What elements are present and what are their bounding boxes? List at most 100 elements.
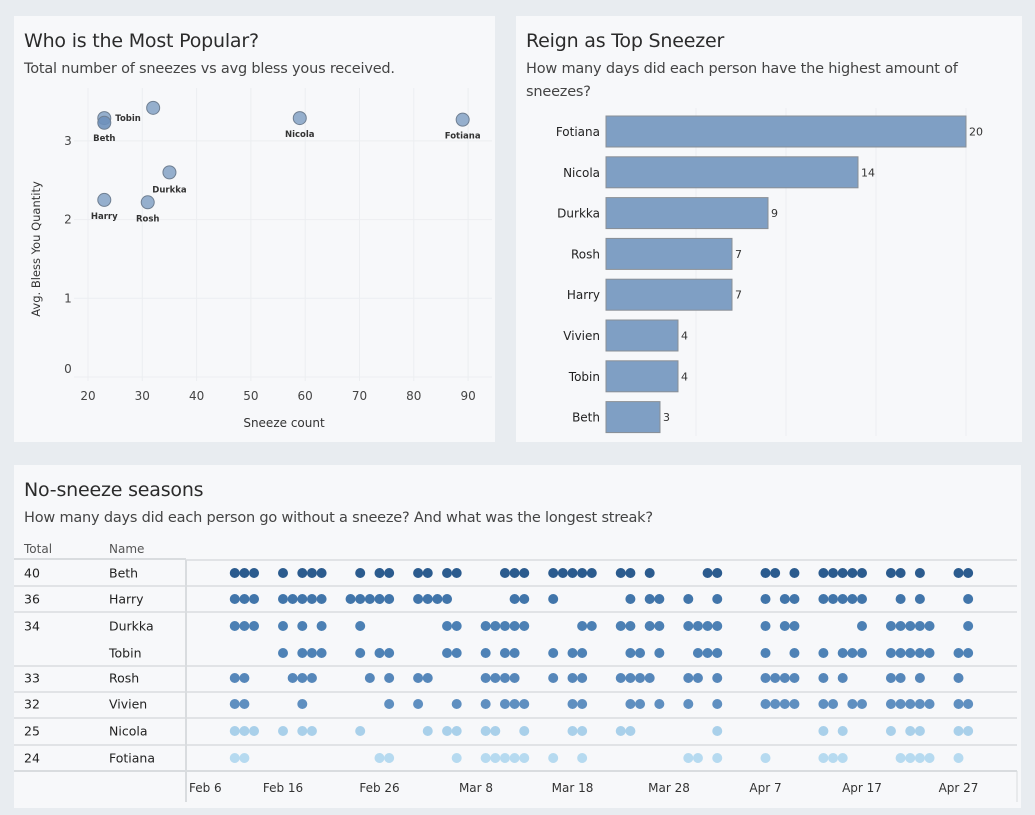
scatter-point-harry	[97, 192, 112, 207]
no-sneeze-dot-rosh	[837, 673, 848, 683]
no-sneeze-dot-fotiana	[480, 753, 491, 763]
no-sneeze-dot-fotiana	[828, 753, 839, 763]
no-sneeze-dot-fotiana	[490, 753, 501, 763]
no-sneeze-dot-rosh	[779, 673, 790, 683]
no-sneeze-dot-rosh	[499, 673, 510, 683]
no-sneeze-dot-durkka	[963, 621, 974, 631]
no-sneeze-dot-nicola	[490, 726, 501, 736]
no-sneeze-dot-nicola	[239, 726, 250, 736]
no-sneeze-dot-beth	[422, 568, 433, 578]
no-sneeze-dot-nicola	[837, 726, 848, 736]
no-sneeze-dot-durkka	[914, 621, 925, 631]
bar-fotiana	[605, 115, 967, 148]
no-sneeze-dot-beth	[519, 568, 530, 578]
no-sneeze-dot-tobin	[577, 648, 588, 658]
row-name: Harry	[109, 592, 144, 607]
bar-category-label: Harry	[567, 288, 600, 302]
no-sneeze-dot-harry	[229, 594, 240, 604]
no-sneeze-dot-beth	[451, 568, 462, 578]
no-sneeze-dot-harry	[374, 594, 385, 604]
scatter-point-nicola	[292, 111, 307, 126]
row-total: 40	[24, 566, 40, 581]
no-sneeze-dot-harry	[442, 594, 453, 604]
no-sneeze-dot-tobin	[509, 648, 520, 658]
scatter-point-fotiana	[455, 112, 470, 127]
no-sneeze-dot-harry	[509, 594, 520, 604]
no-sneeze-dot-fotiana	[519, 753, 530, 763]
no-sneeze-dot-fotiana	[548, 753, 559, 763]
no-sneeze-dot-beth	[413, 568, 424, 578]
no-sneeze-dot-durkka	[644, 621, 655, 631]
no-sneeze-dot-vivien	[625, 699, 636, 709]
no-sneeze-dot-vivien	[779, 699, 790, 709]
bar-harry	[605, 278, 733, 311]
x-axis-label: Sneeze count	[243, 416, 325, 430]
no-sneeze-dot-harry	[384, 594, 395, 604]
no-sneeze-dot-tobin	[702, 648, 713, 658]
no-sneeze-dot-beth	[278, 568, 288, 578]
no-sneeze-dot-harry	[287, 594, 298, 604]
no-sneeze-dot-nicola	[480, 726, 491, 736]
no-sneeze-dot-durkka	[924, 621, 935, 631]
no-sneeze-dot-beth	[828, 568, 839, 578]
no-sneeze-dot-nicola	[249, 726, 260, 736]
no-sneeze-dot-rosh	[567, 673, 578, 683]
bar-value-label: 14	[861, 166, 875, 179]
no-sneeze-dot-harry	[683, 594, 694, 604]
x-tick-label: 80	[406, 389, 421, 403]
no-sneeze-dot-durkka	[316, 621, 327, 631]
no-sneeze-dot-beth	[644, 568, 655, 578]
no-sneeze-dot-beth	[712, 568, 723, 578]
no-sneeze-dot-beth	[577, 568, 588, 578]
row-name: Vivien	[109, 697, 147, 712]
no-sneeze-dot-harry	[519, 594, 530, 604]
x-tick-label: Feb 6	[189, 781, 222, 795]
no-sneeze-dot-beth	[914, 568, 925, 578]
x-tick-label: Mar 28	[648, 781, 690, 795]
no-sneeze-dot-durkka	[249, 621, 260, 631]
row-total: 32	[24, 697, 40, 712]
no-sneeze-dot-fotiana	[818, 753, 829, 763]
bar-panel: Reign as Top Sneezer How many days did e…	[516, 16, 1022, 442]
scatter-point-rosh	[140, 195, 155, 210]
no-sneeze-dot-nicola	[953, 726, 964, 736]
bar-rosh	[605, 237, 733, 270]
no-sneeze-dot-vivien	[895, 699, 906, 709]
no-sneeze-dot-harry	[644, 594, 655, 604]
no-sneeze-dot-durkka	[355, 621, 366, 631]
no-sneeze-dot-beth	[885, 568, 896, 578]
scatter-point-label: Durkka	[152, 185, 187, 195]
no-sneeze-dot-beth	[837, 568, 848, 578]
strip-panel: No-sneeze seasons How many days did each…	[14, 465, 1021, 808]
no-sneeze-dot-harry	[306, 594, 317, 604]
bar-category-label: Nicola	[563, 166, 600, 180]
y-tick-label: 3	[64, 134, 72, 148]
no-sneeze-dot-vivien	[789, 699, 800, 709]
no-sneeze-dot-rosh	[413, 673, 424, 683]
no-sneeze-dot-fotiana	[239, 753, 250, 763]
no-sneeze-dot-nicola	[885, 726, 896, 736]
no-sneeze-dot-tobin	[895, 648, 906, 658]
no-sneeze-dot-beth	[499, 568, 510, 578]
scatter-point-label: Fotiana	[445, 132, 481, 142]
no-sneeze-dot-fotiana	[577, 753, 588, 763]
no-sneeze-dot-durkka	[654, 621, 665, 631]
no-sneeze-dot-rosh	[712, 673, 723, 683]
no-sneeze-dot-harry	[789, 594, 800, 604]
bar-category-label: Tobin	[568, 370, 600, 384]
no-sneeze-dot-rosh	[625, 673, 636, 683]
no-sneeze-dot-rosh	[577, 673, 588, 683]
no-sneeze-dot-harry	[963, 594, 974, 604]
no-sneeze-dot-beth	[702, 568, 713, 578]
no-sneeze-dot-tobin	[451, 648, 462, 658]
no-sneeze-dot-rosh	[644, 673, 655, 683]
no-sneeze-dot-fotiana	[712, 753, 723, 763]
no-sneeze-dot-beth	[818, 568, 829, 578]
bar-vivien	[605, 319, 679, 352]
no-sneeze-dot-fotiana	[905, 753, 916, 763]
no-sneeze-dot-nicola	[451, 726, 462, 736]
no-sneeze-dot-harry	[422, 594, 433, 604]
no-sneeze-dot-tobin	[857, 648, 867, 658]
no-sneeze-dot-tobin	[760, 648, 771, 658]
no-sneeze-dot-harry	[654, 594, 665, 604]
